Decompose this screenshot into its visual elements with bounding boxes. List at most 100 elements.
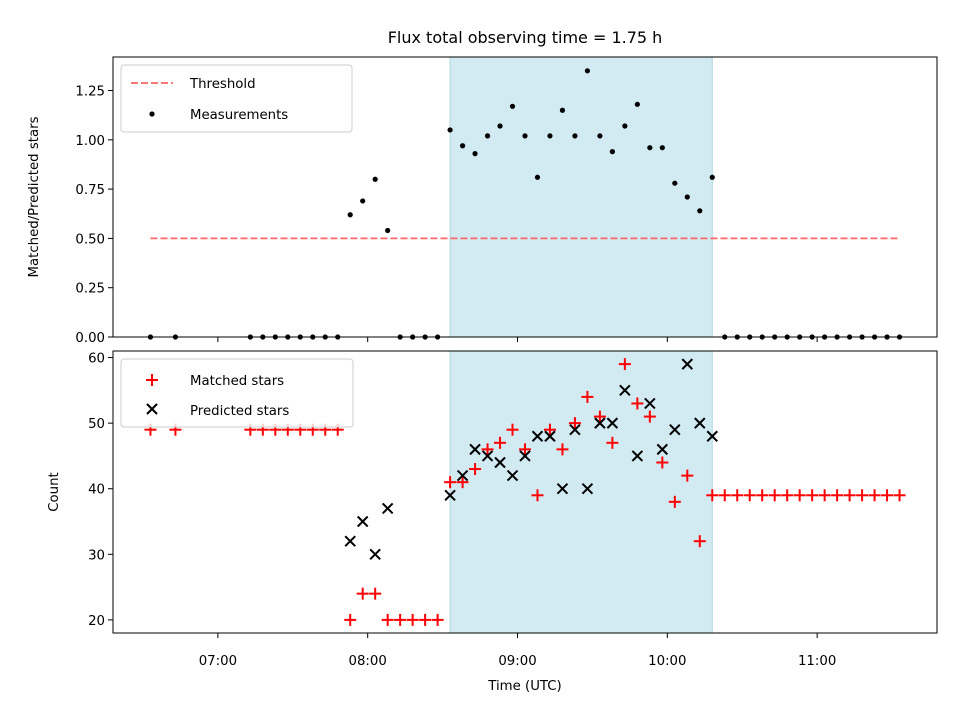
legend-matched-swatch xyxy=(146,374,158,386)
matched-star-point xyxy=(756,489,769,502)
bottom-y-ticks: 20 30 40 50 60 xyxy=(88,352,113,629)
top-axes-frame xyxy=(112,56,938,338)
bottom-x-ticks: 07:00 08:00 09:00 10:00 11:00 xyxy=(199,633,836,669)
x-tick-label: 08:00 xyxy=(349,654,387,669)
matched-star-point xyxy=(344,613,357,626)
predicted-star-point xyxy=(556,483,569,495)
bottom-legend: Matched stars Predicted stars xyxy=(120,358,354,428)
top-y-axis-label: Matched/Predicted stars xyxy=(27,116,42,277)
top-y-tick-label: 1.00 xyxy=(75,134,105,149)
measurement-point xyxy=(522,133,528,139)
top-y-ticks: 0.00 0.25 0.50 0.75 1.00 1.25 xyxy=(75,85,113,346)
top-y-tick-label: 1.25 xyxy=(75,85,105,100)
top-x-ticks xyxy=(217,337,818,342)
matched-star-point xyxy=(519,443,531,456)
predicted-star-point xyxy=(656,443,669,456)
bottom-y-tick-label: 20 xyxy=(88,614,105,629)
chart-title: Flux total observing time = 1.75 h xyxy=(388,28,663,47)
measurement-point xyxy=(697,208,703,214)
measurement-point xyxy=(659,145,665,151)
matched-star-point xyxy=(693,535,706,548)
matched-star-point xyxy=(581,390,594,403)
top-legend-box xyxy=(120,64,353,133)
legend-measurements-label: Measurements xyxy=(190,108,288,123)
measurement-point xyxy=(584,68,591,74)
matched-star-point xyxy=(643,410,656,423)
predicted-star-point xyxy=(531,430,544,442)
matched-star-point xyxy=(806,489,819,502)
matched-star-point xyxy=(731,489,744,502)
legend-threshold-label: Threshold xyxy=(189,77,256,92)
matched-star-point xyxy=(868,489,881,502)
measurement-point xyxy=(497,123,503,129)
predicted-star-point xyxy=(344,535,356,547)
bottom-axes-frame xyxy=(112,350,938,634)
predicted-star-point xyxy=(444,489,456,501)
matched-star-point xyxy=(793,489,806,502)
matched-star-point xyxy=(718,489,731,502)
matched-star-point xyxy=(831,489,844,502)
predicted-star-point xyxy=(356,515,369,528)
x-tick-label: 10:00 xyxy=(648,654,686,669)
predicted-star-point xyxy=(619,384,631,397)
matched-star-point xyxy=(856,489,869,502)
matched-star-point xyxy=(656,456,669,469)
matched-star-point xyxy=(494,436,507,449)
measurement-point xyxy=(684,194,690,200)
predicted-star-point xyxy=(631,450,644,462)
measurement-point xyxy=(459,143,466,149)
matched-stars-points xyxy=(144,358,906,626)
matched-star-point xyxy=(706,489,719,502)
matched-star-point xyxy=(668,495,681,508)
predicted-star-point xyxy=(694,417,706,429)
x-axis-label: Time (UTC) xyxy=(487,679,562,694)
measurement-point xyxy=(572,133,578,139)
measurement-point xyxy=(534,174,541,180)
predicted-star-point xyxy=(606,417,619,429)
measurement-point xyxy=(597,133,603,139)
predicted-star-point xyxy=(469,443,481,456)
matched-star-point xyxy=(568,417,581,430)
matched-star-point xyxy=(893,489,906,502)
measurement-point xyxy=(347,212,353,218)
bottom-y-tick-label: 50 xyxy=(88,417,105,432)
predicted-star-point xyxy=(569,423,581,436)
matched-star-point xyxy=(469,463,482,476)
predicted-star-point xyxy=(494,456,506,469)
measurement-point xyxy=(447,127,453,133)
matched-star-point xyxy=(593,410,606,423)
matched-star-point xyxy=(356,587,369,600)
predicted-star-point xyxy=(706,430,718,442)
predicted-star-point xyxy=(519,450,531,462)
predicted-star-point xyxy=(456,469,469,482)
matched-star-point xyxy=(419,613,432,626)
predicted-star-point xyxy=(381,502,394,515)
top-y-tick-label: 0.75 xyxy=(75,183,105,198)
measurement-point xyxy=(672,180,678,186)
matched-star-point xyxy=(394,613,407,626)
top-observing-window-shade xyxy=(449,56,713,338)
legend-measurements-swatch xyxy=(149,111,155,117)
measurement-point xyxy=(372,176,378,182)
matched-star-point xyxy=(743,489,756,502)
measurement-point xyxy=(622,123,628,129)
x-tick-label: 11:00 xyxy=(798,654,836,669)
matched-star-point xyxy=(369,587,382,600)
bottom-observing-window-shade xyxy=(449,350,713,634)
top-legend: Threshold Measurements xyxy=(120,64,353,133)
x-tick-label: 07:00 xyxy=(199,654,237,669)
predicted-star-point xyxy=(369,548,381,561)
x-tick-label: 09:00 xyxy=(498,654,536,669)
top-panel: Flux total observing time = 1.75 h Match… xyxy=(27,28,938,346)
matched-star-point xyxy=(781,489,794,502)
measurement-point xyxy=(509,103,516,109)
matched-star-point xyxy=(606,436,619,449)
measurement-point xyxy=(634,101,640,107)
predicted-star-point xyxy=(581,483,594,495)
bottom-panel: Count Time (UTC) 20 30 40 50 60 07:00 08:00 09… xyxy=(47,350,938,694)
matched-star-point xyxy=(618,358,631,371)
predicted-stars-points xyxy=(344,358,718,561)
predicted-star-point xyxy=(594,417,606,429)
top-y-tick-label: 0.25 xyxy=(75,282,105,297)
